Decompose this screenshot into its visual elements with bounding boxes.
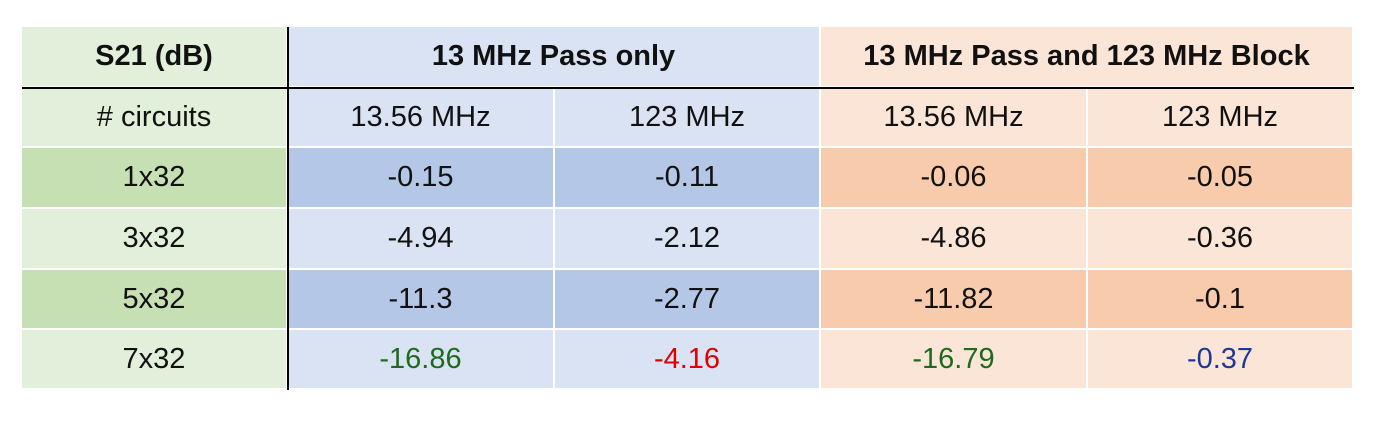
row-label: 1x32: [22, 148, 288, 209]
data-cell: -4.16: [555, 330, 821, 390]
data-cell: -0.37: [1088, 330, 1354, 390]
data-cell: -16.79: [821, 330, 1088, 390]
data-cell: -16.86: [288, 330, 555, 390]
subheader-cell: 13.56 MHz: [288, 88, 555, 148]
data-cell: -2.12: [555, 209, 821, 270]
subheader-cell: 123 MHz: [1088, 88, 1354, 148]
header-rule: [22, 87, 1354, 89]
data-cell: -0.11: [555, 148, 821, 209]
subheader-cell: # circuits: [22, 88, 288, 148]
data-cell: -4.94: [288, 209, 555, 270]
s21-table: S21 (dB) 13 MHz Pass only 13 MHz Pass and …: [22, 27, 1354, 390]
data-cell: -0.06: [821, 148, 1088, 209]
subheader-cell: 123 MHz: [555, 88, 821, 148]
data-cell: -0.05: [1088, 148, 1354, 209]
data-cell: -4.86: [821, 209, 1088, 270]
header-cell: S21 (dB): [22, 27, 288, 88]
row-label: 7x32: [22, 330, 288, 390]
subheader-cell: 13.56 MHz: [821, 88, 1088, 148]
header-cell: 13 MHz Pass only: [288, 27, 821, 88]
data-cell: -11.82: [821, 270, 1088, 330]
data-cell: -11.3: [288, 270, 555, 330]
header-cell: 13 MHz Pass and 123 MHz Block: [821, 27, 1354, 88]
row-label: 5x32: [22, 270, 288, 330]
data-cell: -2.77: [555, 270, 821, 330]
data-cell: -0.15: [288, 148, 555, 209]
data-cell: -0.36: [1088, 209, 1354, 270]
row-label: 3x32: [22, 209, 288, 270]
column-rule: [287, 27, 289, 390]
data-cell: -0.1: [1088, 270, 1354, 330]
